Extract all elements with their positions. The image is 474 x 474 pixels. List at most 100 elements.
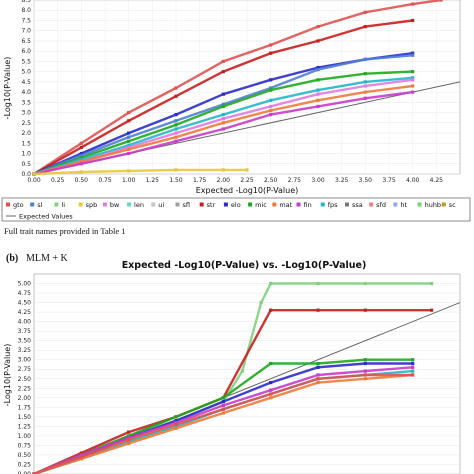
plot-a-y-tick-label: 0.0 bbox=[21, 171, 31, 178]
plot-b-y-tick-label: 0.75 bbox=[18, 442, 32, 449]
legend-swatch-ht bbox=[393, 202, 398, 207]
data-point-mic bbox=[363, 72, 367, 76]
data-point-bw bbox=[221, 117, 225, 121]
data-point-mat bbox=[363, 377, 367, 381]
data-point-spb bbox=[32, 172, 36, 176]
plot-a-x-axis-label: Expected -Log10(P-Value) bbox=[196, 186, 299, 195]
data-point-mat bbox=[269, 396, 273, 400]
plot-a-y-tick-label: 8.5 bbox=[21, 0, 31, 4]
data-point-mic bbox=[127, 139, 131, 143]
data-point-sl bbox=[127, 135, 131, 139]
plot-b-y-tick-label: 1.00 bbox=[18, 433, 32, 440]
data-point-gto bbox=[79, 141, 83, 145]
legend-label-ht: ht bbox=[400, 201, 407, 209]
plot-a-y-tick-label: 7.0 bbox=[21, 28, 31, 35]
legend-swatch-sl bbox=[30, 202, 35, 207]
data-point-mat bbox=[221, 411, 225, 415]
data-point-str bbox=[79, 451, 83, 455]
data-point-fps bbox=[221, 113, 225, 117]
legend-label-sc: sc bbox=[449, 201, 456, 209]
legend-swatch-ui bbox=[151, 202, 156, 207]
data-point-spb bbox=[174, 168, 178, 172]
legend-label-mat: mat bbox=[279, 201, 292, 209]
data-point-str bbox=[269, 51, 273, 55]
data-point-mic bbox=[316, 361, 320, 366]
data-point-sl bbox=[316, 68, 320, 72]
legend-label-ui: ui bbox=[158, 201, 164, 209]
plot-b-y-tick-label: 4.75 bbox=[18, 290, 32, 297]
plot-b-y-tick-label: 2.75 bbox=[18, 366, 32, 373]
data-point-elo bbox=[363, 361, 367, 366]
data-point-fps bbox=[363, 80, 367, 84]
legend-swatch-mat bbox=[272, 202, 277, 207]
plot-a-y-tick-label: 3.5 bbox=[21, 99, 31, 106]
data-point-fin bbox=[316, 373, 320, 377]
data-point-fin bbox=[174, 139, 178, 143]
plot-a-y-axis-label: -Log10(P-Value) bbox=[3, 57, 12, 120]
data-point-mat bbox=[269, 108, 273, 113]
data-point-str bbox=[127, 119, 131, 123]
plot-a-x-tick-label: 2.00 bbox=[217, 177, 231, 184]
data-point-bw bbox=[316, 92, 320, 96]
data-point-str bbox=[269, 308, 273, 312]
data-point-li bbox=[363, 281, 367, 286]
data-point-elo bbox=[411, 51, 415, 55]
data-point-gto bbox=[127, 110, 131, 115]
plot-a-y-tick-label: 6.0 bbox=[21, 48, 31, 55]
data-point-fps bbox=[127, 143, 131, 147]
plot-a-y-tick-label: 8.0 bbox=[21, 7, 31, 14]
data-point-elo bbox=[269, 380, 273, 385]
plot-a-x-tick-label: 2.50 bbox=[264, 177, 278, 184]
data-point-mic bbox=[269, 361, 273, 366]
data-point-str bbox=[363, 308, 367, 312]
plot-a-x-tick-label: 4.00 bbox=[406, 177, 420, 184]
plot-b-y-tick-label: 1.50 bbox=[18, 414, 32, 421]
plot-a-y-tick-label: 3.0 bbox=[21, 110, 31, 117]
data-point-mat bbox=[79, 160, 83, 164]
plot-b-y-tick-label: 4.50 bbox=[18, 300, 32, 307]
data-point-fin bbox=[316, 104, 320, 109]
data-point-fps bbox=[411, 369, 415, 373]
data-point-gto bbox=[316, 25, 320, 29]
data-point-fps bbox=[316, 88, 320, 92]
plot-a-series bbox=[32, 0, 443, 176]
data-point-mic bbox=[363, 358, 367, 362]
plot-b-y-tick-label: 3.50 bbox=[18, 338, 32, 345]
legend-expected-label: Expected Values bbox=[19, 213, 73, 221]
plot-a-x-tick-label: 0.75 bbox=[98, 177, 112, 184]
data-point-gto bbox=[411, 373, 415, 377]
data-point-gto bbox=[411, 2, 415, 6]
data-point-li bbox=[240, 369, 244, 373]
data-point-spb bbox=[245, 168, 249, 172]
plot-b-y-tick-label: 4.25 bbox=[18, 309, 32, 316]
plot-a-y-tick-label: 2.0 bbox=[21, 130, 31, 137]
legend-label-spb: spb bbox=[86, 201, 98, 209]
plot-b-y-tick-label: 3.25 bbox=[18, 347, 32, 354]
data-point-elo bbox=[79, 151, 83, 156]
legend-swatch-mic bbox=[248, 202, 253, 207]
data-point-str bbox=[363, 25, 367, 29]
plot-a-x-tick-label: 1.75 bbox=[193, 177, 207, 184]
plot-a-x-tick-label: 3.25 bbox=[335, 177, 349, 184]
data-point-bw bbox=[411, 78, 415, 82]
data-point-gto bbox=[174, 422, 178, 427]
legend-swatch-elo bbox=[223, 202, 228, 207]
plot-b-series bbox=[32, 281, 434, 474]
data-point-spb bbox=[127, 169, 131, 173]
data-point-elo bbox=[174, 419, 178, 423]
plot-b-y-tick-label: 2.00 bbox=[18, 395, 32, 402]
plot-b-y-tick-label: 3.00 bbox=[18, 357, 32, 364]
legend-label-bw: bw bbox=[110, 201, 120, 209]
data-point-mic bbox=[221, 104, 225, 109]
data-point-str bbox=[430, 308, 434, 312]
data-point-fps bbox=[174, 424, 178, 428]
legend-label-str: str bbox=[207, 201, 216, 209]
data-point-str bbox=[127, 430, 131, 434]
plot-a-y-tick-label: 5.0 bbox=[21, 69, 31, 76]
legend-label-fps: fps bbox=[328, 201, 338, 209]
data-point-elo bbox=[221, 92, 225, 96]
plot-a-x-tick-label: 3.00 bbox=[311, 177, 325, 184]
data-point-elo bbox=[221, 400, 225, 404]
data-point-mic bbox=[174, 415, 178, 419]
